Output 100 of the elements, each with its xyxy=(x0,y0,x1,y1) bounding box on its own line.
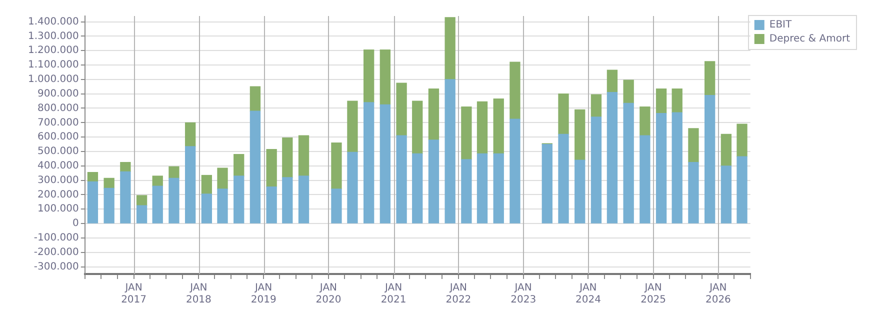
bar xyxy=(412,100,423,154)
bar xyxy=(444,17,456,80)
bar xyxy=(136,195,148,206)
bar xyxy=(720,134,732,166)
bar xyxy=(736,156,748,224)
bar xyxy=(201,194,212,224)
y-tick-label: 600.000 xyxy=(38,132,79,143)
bar xyxy=(364,102,374,224)
y-tick-label: -300.000 xyxy=(34,261,79,272)
y-tick-label: 300.000 xyxy=(38,174,79,186)
bar xyxy=(606,92,618,224)
bar xyxy=(104,178,114,189)
bar xyxy=(234,154,244,176)
bar xyxy=(217,188,228,224)
bar xyxy=(672,112,682,224)
bar xyxy=(720,166,732,224)
y-tick-label: 1.100.000 xyxy=(28,60,79,71)
bar xyxy=(412,153,423,224)
x-tick-label: JAN 2026 xyxy=(705,282,731,306)
y-tick-label: -200.000 xyxy=(34,246,79,258)
bar xyxy=(461,159,472,224)
x-tick-label: JAN 2019 xyxy=(250,282,276,306)
bar xyxy=(574,109,586,160)
y-tick-label: 1.200.000 xyxy=(28,45,79,56)
x-tick-label: JAN 2024 xyxy=(575,282,601,306)
bar xyxy=(396,82,407,136)
bar xyxy=(736,124,748,157)
bar xyxy=(542,144,552,224)
bar xyxy=(493,153,504,224)
bar xyxy=(623,102,634,224)
bar xyxy=(250,86,261,112)
bar xyxy=(688,128,699,163)
bar xyxy=(87,181,98,224)
bar xyxy=(120,171,131,224)
bar xyxy=(574,160,586,224)
bar xyxy=(201,174,212,194)
bar xyxy=(396,135,407,224)
bar xyxy=(590,94,602,118)
bar xyxy=(282,177,293,224)
y-tick-label: 0 xyxy=(72,218,79,230)
bar xyxy=(136,205,148,224)
bar xyxy=(704,61,716,96)
bar xyxy=(152,186,163,224)
bar xyxy=(380,50,391,105)
y-tick-label: 1.300.000 xyxy=(28,30,79,42)
bar xyxy=(672,88,682,113)
x-tick-label: JAN 2025 xyxy=(640,282,666,306)
bar xyxy=(250,110,261,224)
bar xyxy=(184,146,196,224)
bar xyxy=(510,62,520,120)
bar xyxy=(282,137,293,178)
bar xyxy=(476,101,488,154)
bar xyxy=(656,112,667,224)
bar xyxy=(364,50,374,103)
bar xyxy=(347,100,358,153)
bar xyxy=(266,148,277,188)
bar xyxy=(688,162,699,224)
bar xyxy=(380,104,391,224)
x-tick-label: JAN 2017 xyxy=(121,282,147,306)
bar xyxy=(120,162,131,172)
bar xyxy=(428,140,440,224)
x-tick-label: JAN 2020 xyxy=(316,282,342,306)
bar xyxy=(168,166,180,178)
bar xyxy=(606,70,618,93)
x-tick-label: JAN 2023 xyxy=(510,282,536,306)
y-tick-label: 800.000 xyxy=(38,102,79,114)
y-tick-label: 700.000 xyxy=(38,117,79,128)
bar xyxy=(266,186,277,224)
bar xyxy=(444,79,456,224)
bar xyxy=(510,118,520,224)
x-tick-label: JAN 2022 xyxy=(446,282,472,306)
x-tick-label: JAN 2021 xyxy=(380,282,406,306)
bar xyxy=(347,152,358,224)
y-tick-label: -100.000 xyxy=(34,232,79,244)
y-tick-label: 400.000 xyxy=(38,160,79,172)
bar xyxy=(558,134,569,224)
x-tick-label: JAN 2018 xyxy=(186,282,212,306)
bar xyxy=(704,94,716,224)
y-tick-label: 1.000.000 xyxy=(28,74,79,86)
bar xyxy=(623,80,634,104)
y-tick-label: 500.000 xyxy=(38,146,79,158)
y-tick-label: 900.000 xyxy=(38,88,79,100)
y-tick-label: 100.000 xyxy=(38,204,79,215)
bar xyxy=(234,176,244,224)
bar xyxy=(640,135,650,224)
bar xyxy=(298,176,310,224)
bar xyxy=(104,188,114,224)
bar xyxy=(87,172,98,182)
y-tick-label: 200.000 xyxy=(38,189,79,200)
bar xyxy=(428,88,440,140)
bar xyxy=(461,106,472,160)
bar xyxy=(152,176,163,186)
legend-label: Deprec & Amort xyxy=(769,34,850,45)
legend-label: EBIT xyxy=(769,20,792,31)
bar xyxy=(331,142,342,190)
bar xyxy=(331,188,342,224)
bar xyxy=(656,88,667,114)
bar xyxy=(298,135,310,176)
bar xyxy=(590,116,602,224)
bar xyxy=(184,122,196,147)
